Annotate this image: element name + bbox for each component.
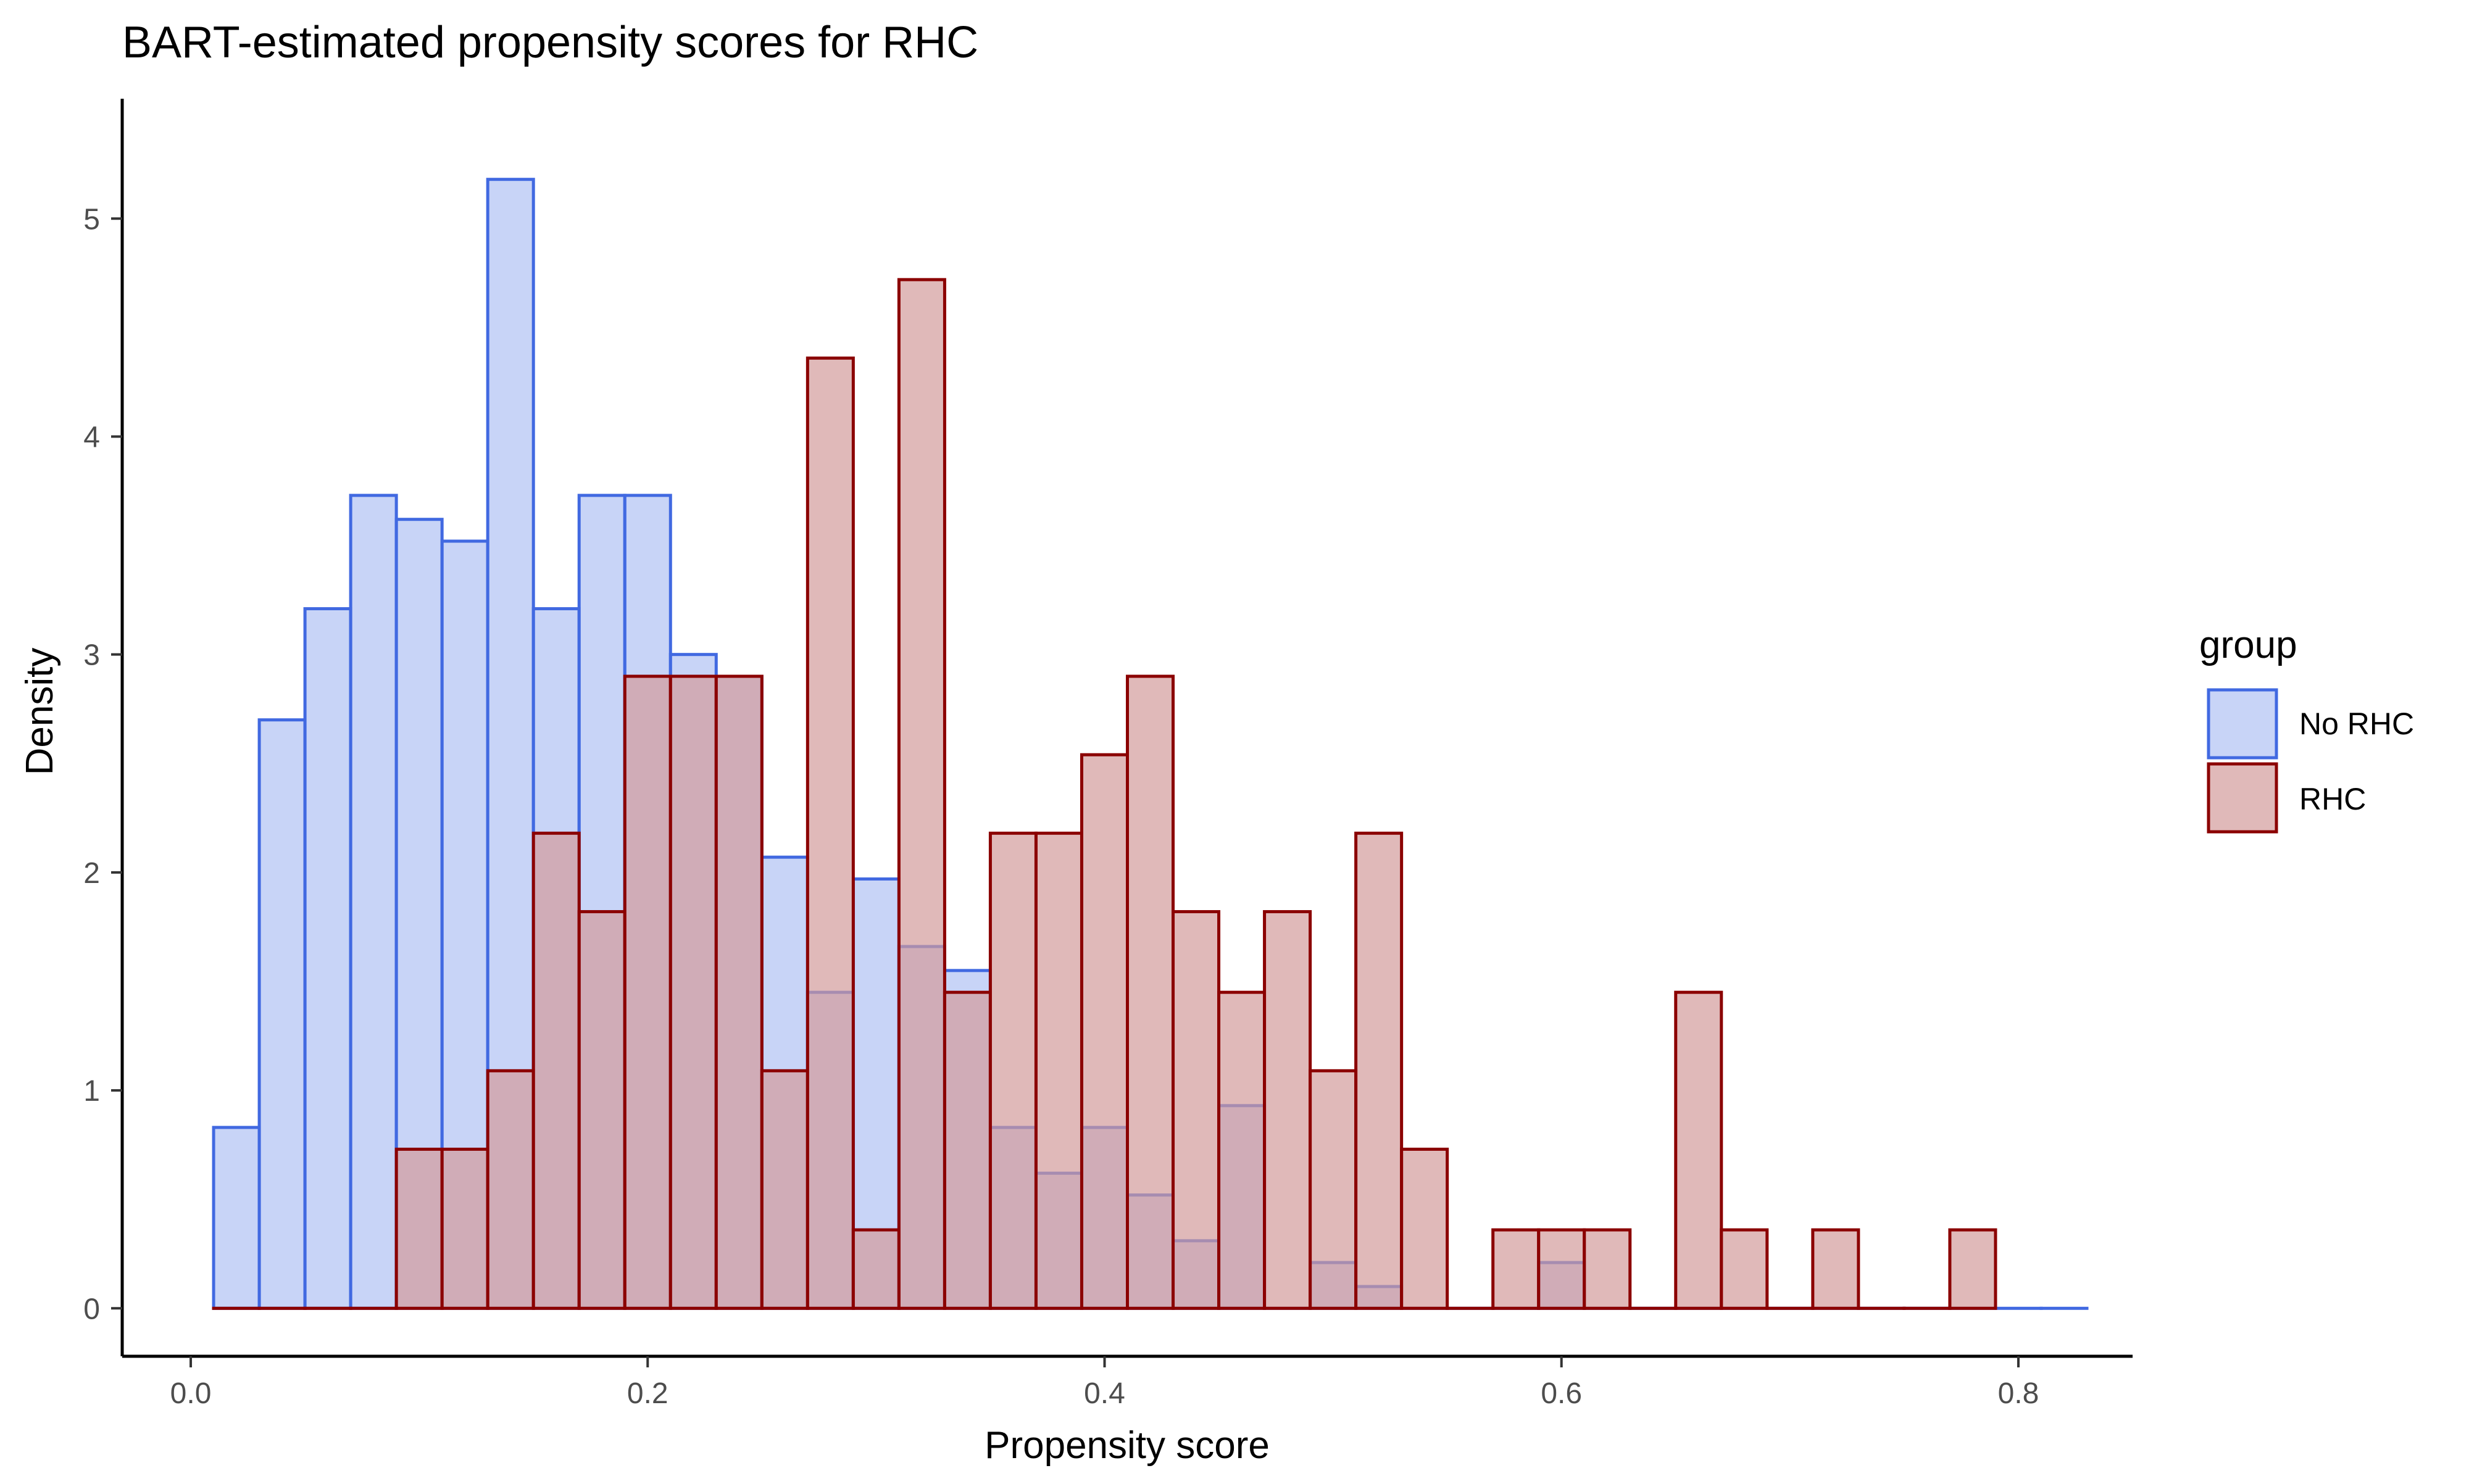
bar-rhc-4 [396, 1149, 442, 1308]
legend-title: group [2199, 624, 2297, 666]
x-tick-label: 0.8 [1998, 1377, 2039, 1410]
bar-no-rhc-0 [214, 1127, 259, 1308]
bar-rhc-14 [853, 1230, 899, 1308]
x-tick-label: 0.0 [170, 1377, 212, 1410]
bar-rhc-30 [1584, 1230, 1630, 1308]
bar-rhc-26 [1402, 1149, 1447, 1308]
x-axis-title: Propensity score [985, 1424, 1270, 1467]
y-tick-label: 1 [83, 1075, 100, 1108]
y-tick-label: 4 [83, 421, 100, 454]
bar-rhc-25 [1356, 833, 1402, 1308]
legend-key-no-rhc [2209, 690, 2276, 758]
legend-label-no-rhc: No RHC [2299, 707, 2414, 741]
bar-rhc-12 [762, 1071, 807, 1308]
bar-rhc-24 [1310, 1071, 1356, 1308]
bar-rhc-29 [1539, 1230, 1584, 1308]
bar-no-rhc-3 [351, 495, 396, 1308]
chart-title: BART-estimated propensity scores for RHC [122, 18, 978, 67]
bar-rhc-16 [944, 992, 990, 1308]
x-tick-label: 0.2 [627, 1377, 668, 1410]
bar-rhc-6 [488, 1071, 533, 1308]
bar-rhc-5 [442, 1149, 488, 1308]
bar-rhc-9 [625, 676, 670, 1308]
bar-rhc-15 [899, 280, 944, 1308]
bar-rhc-32 [1676, 992, 1722, 1308]
bar-rhc-17 [990, 833, 1036, 1308]
bar-rhc-20 [1128, 676, 1173, 1308]
bar-rhc-33 [1722, 1230, 1767, 1308]
bar-rhc-23 [1265, 911, 1310, 1308]
bar-rhc-7 [533, 833, 579, 1308]
bars-layer [214, 180, 2087, 1309]
y-tick-label: 5 [83, 203, 100, 236]
bar-rhc-22 [1219, 992, 1265, 1308]
bar-rhc-11 [716, 676, 762, 1308]
bar-no-rhc-1 [259, 720, 305, 1309]
bar-no-rhc-2 [305, 609, 351, 1309]
x-tick-label: 0.4 [1084, 1377, 1125, 1410]
bar-rhc-10 [670, 676, 716, 1308]
y-tick-label: 3 [83, 639, 100, 672]
legend: group No RHC RHC [2199, 624, 2414, 832]
bar-rhc-18 [1036, 833, 1081, 1308]
bar-rhc-21 [1173, 911, 1219, 1308]
bar-rhc-8 [579, 911, 625, 1308]
bar-rhc-28 [1493, 1230, 1539, 1308]
legend-label-rhc: RHC [2299, 782, 2366, 816]
y-tick-label: 0 [83, 1293, 100, 1325]
y-tick-label: 2 [83, 857, 100, 890]
bar-rhc-38 [1950, 1230, 1996, 1308]
y-axis-title: Density [19, 648, 61, 776]
x-tick-label: 0.6 [1541, 1377, 1582, 1410]
bar-rhc-13 [807, 358, 853, 1308]
bar-rhc-35 [1813, 1230, 1859, 1308]
legend-key-rhc [2209, 764, 2276, 832]
bar-rhc-19 [1081, 755, 1127, 1308]
